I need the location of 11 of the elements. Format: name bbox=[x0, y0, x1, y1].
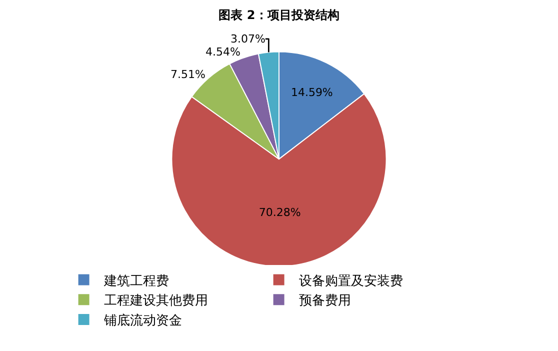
data-label: 14.59% bbox=[290, 86, 333, 99]
legend-label: 铺底流动资金 bbox=[102, 312, 182, 329]
chart-title: 图表 2：项目投资结构 bbox=[218, 8, 340, 22]
legend-label: 建筑工程费 bbox=[102, 274, 169, 289]
data-label: 7.51% bbox=[170, 68, 206, 81]
data-label: 4.54% bbox=[205, 45, 240, 58]
legend-label: 设备购置及安装费 bbox=[298, 272, 403, 289]
legend-label: 工程建设其他费用 bbox=[104, 294, 208, 309]
data-label: 3.07% bbox=[230, 32, 266, 46]
legend-label: 预备费用 bbox=[298, 294, 351, 309]
data-label: 70.28% bbox=[258, 206, 301, 220]
